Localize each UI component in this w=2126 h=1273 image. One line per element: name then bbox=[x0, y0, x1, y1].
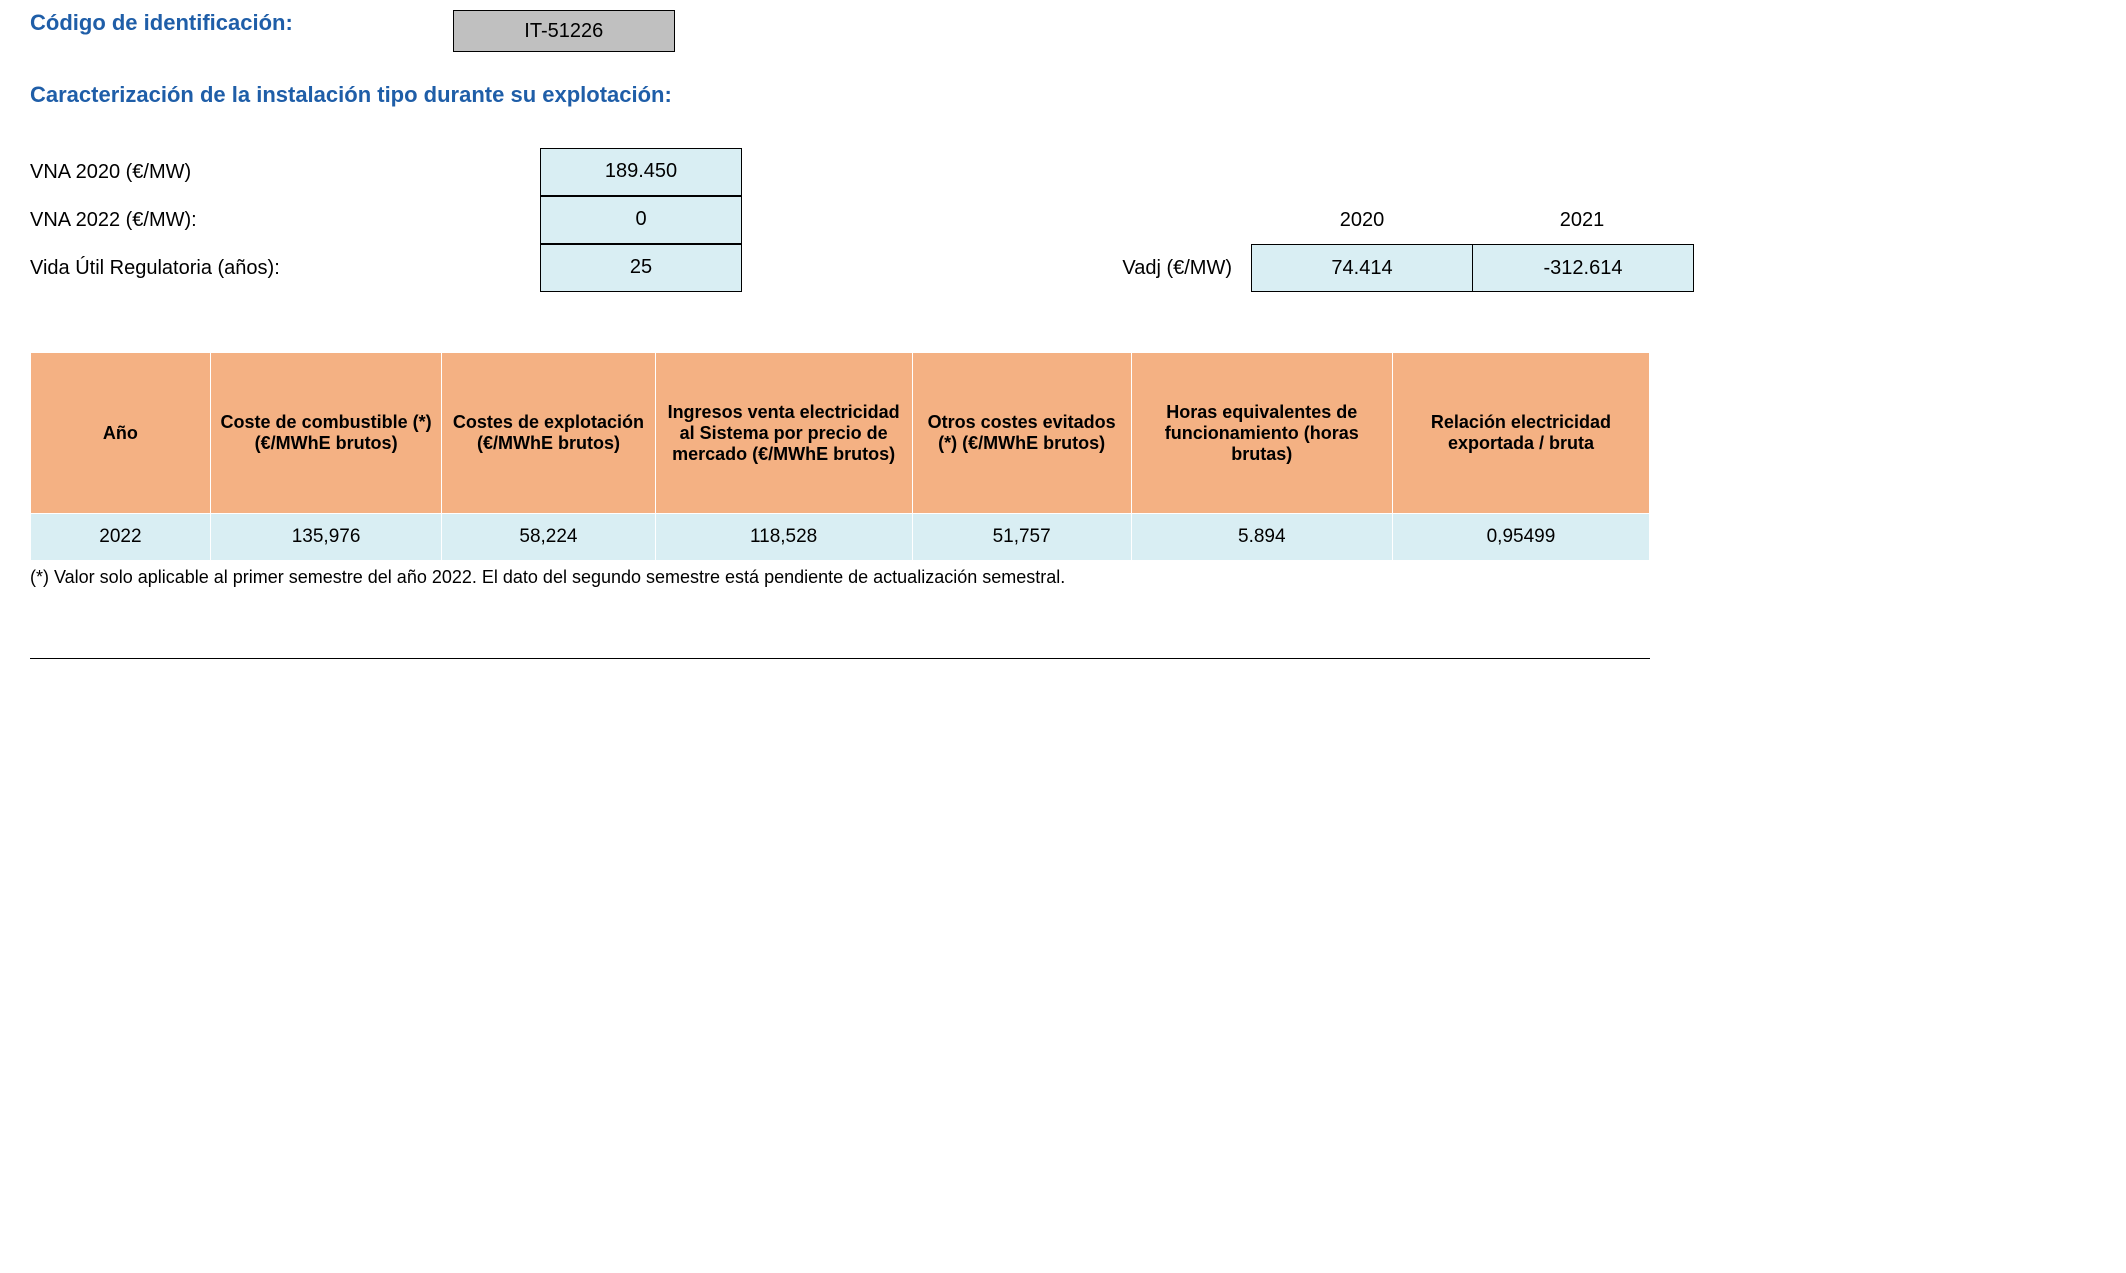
vadj-value: 74.414 bbox=[1251, 244, 1473, 292]
divider-line bbox=[30, 658, 1650, 659]
param-label: VNA 2020 (€/MW) bbox=[30, 161, 540, 184]
id-value-box: IT-51226 bbox=[453, 10, 675, 52]
vadj-block: 2020 2021 Vadj (€/MW) 74.414 -312.614 bbox=[1072, 196, 1694, 292]
table-column-header: Horas equivalentes de funcionamiento (ho… bbox=[1131, 353, 1392, 514]
table-header: AñoCoste de combustible (*) (€/MWhE brut… bbox=[31, 353, 1650, 514]
vadj-value: -312.614 bbox=[1472, 244, 1694, 292]
table-cell: 118,528 bbox=[655, 514, 912, 561]
vadj-year: 2020 bbox=[1252, 209, 1472, 232]
param-value: 189.450 bbox=[540, 148, 742, 196]
parameters-area: VNA 2020 (€/MW) 189.450 VNA 2022 (€/MW):… bbox=[30, 148, 2096, 292]
table-column-header: Relación electricidad exportada / bruta bbox=[1392, 353, 1649, 514]
vadj-label: Vadj (€/MW) bbox=[1072, 257, 1252, 280]
table-column-header: Coste de combustible (*) (€/MWhE brutos) bbox=[210, 353, 442, 514]
table-cell: 5.894 bbox=[1131, 514, 1392, 561]
section-title: Caracterización de la instalación tipo d… bbox=[30, 82, 2096, 108]
table-column-header: Ingresos venta electricidad al Sistema p… bbox=[655, 353, 912, 514]
main-data-table: AñoCoste de combustible (*) (€/MWhE brut… bbox=[30, 352, 1650, 561]
table-cell: 0,95499 bbox=[1392, 514, 1649, 561]
param-label: Vida Útil Regulatoria (años): bbox=[30, 257, 540, 280]
table-column-header: Otros costes evitados (*) (€/MWhE brutos… bbox=[912, 353, 1131, 514]
footnote: (*) Valor solo aplicable al primer semes… bbox=[30, 567, 2096, 588]
table-cell: 2022 bbox=[31, 514, 211, 561]
table-row: 2022135,97658,224118,52851,7575.8940,954… bbox=[31, 514, 1650, 561]
param-label: VNA 2022 (€/MW): bbox=[30, 209, 540, 232]
table-cell: 58,224 bbox=[442, 514, 655, 561]
param-row: VNA 2022 (€/MW): 0 bbox=[30, 196, 742, 244]
param-value: 0 bbox=[540, 196, 742, 244]
table-cell: 135,976 bbox=[210, 514, 442, 561]
parameters-left: VNA 2020 (€/MW) 189.450 VNA 2022 (€/MW):… bbox=[30, 148, 742, 292]
id-label: Código de identificación: bbox=[30, 10, 293, 36]
table-body: 2022135,97658,224118,52851,7575.8940,954… bbox=[31, 514, 1650, 561]
vadj-years-row: 2020 2021 bbox=[1072, 196, 1694, 244]
vadj-year: 2021 bbox=[1472, 209, 1692, 232]
param-value: 25 bbox=[540, 244, 742, 292]
vadj-values-row: Vadj (€/MW) 74.414 -312.614 bbox=[1072, 244, 1694, 292]
table-cell: 51,757 bbox=[912, 514, 1131, 561]
param-row: VNA 2020 (€/MW) 189.450 bbox=[30, 148, 742, 196]
table-column-header: Año bbox=[31, 353, 211, 514]
identification-row: Código de identificación: IT-51226 bbox=[30, 10, 2096, 52]
param-row: Vida Útil Regulatoria (años): 25 bbox=[30, 244, 742, 292]
table-column-header: Costes de explotación (€/MWhE brutos) bbox=[442, 353, 655, 514]
